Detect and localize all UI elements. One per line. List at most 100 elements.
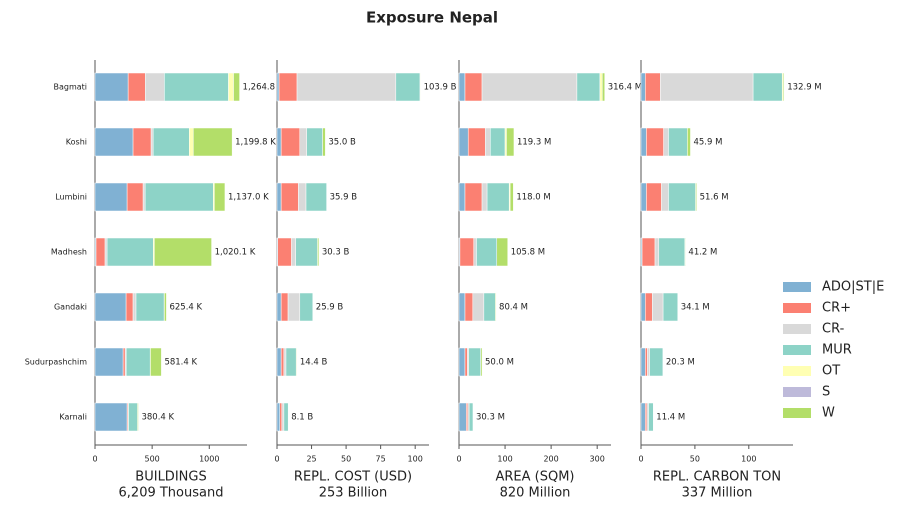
- total-label: 30.3 B: [322, 248, 350, 258]
- total-label: 50.0 M: [485, 358, 514, 368]
- bar-segment: [459, 237, 474, 267]
- legend-label: CR+: [822, 301, 851, 316]
- bar-segment: [283, 402, 289, 432]
- bar-segment: [646, 127, 664, 157]
- bar-segment: [142, 182, 146, 212]
- total-label: 105.8 M: [511, 248, 545, 258]
- bar-segment: [640, 347, 646, 377]
- bar-segment: [132, 127, 152, 157]
- bar-segment: [299, 127, 307, 157]
- bar-segment: [94, 182, 128, 212]
- category-label: Bagmati: [53, 83, 87, 92]
- total-label: 1,264.8 K: [243, 83, 284, 93]
- x-tick-label: 75: [376, 455, 386, 464]
- bar-segment: [233, 72, 240, 102]
- bar-segment: [490, 127, 506, 157]
- bar-segment: [649, 347, 664, 377]
- legend-swatch: [783, 282, 811, 292]
- bar-segment: [278, 72, 298, 102]
- bar-segment: [283, 347, 287, 377]
- bar-segment: [164, 72, 229, 102]
- bar-segment: [94, 402, 128, 432]
- x-axis-label: REPL. CARBON TON: [653, 470, 781, 485]
- bar-segment: [395, 72, 421, 102]
- bar-segment: [468, 347, 481, 377]
- bar-segment: [95, 237, 106, 267]
- x-tick-label: 25: [306, 455, 316, 464]
- bar-segment: [687, 127, 691, 157]
- bar-segment: [276, 292, 282, 322]
- x-tick-label: 50: [690, 455, 700, 464]
- bar-segment: [640, 402, 646, 432]
- bar-segment: [654, 237, 660, 267]
- total-label: 45.9 M: [693, 138, 722, 148]
- bar-segment: [145, 72, 165, 102]
- bar-segment: [106, 237, 154, 267]
- total-label: 35.9 B: [330, 193, 358, 203]
- bar-segment: [291, 237, 296, 267]
- total-label: 30.3 M: [476, 413, 505, 423]
- bar-segment: [645, 292, 653, 322]
- bar-segment: [295, 237, 318, 267]
- bar-segment: [648, 402, 654, 432]
- bar-segment: [94, 127, 134, 157]
- bar-segment: [193, 127, 233, 157]
- bar-segment: [296, 72, 397, 102]
- bar-segment: [137, 402, 139, 432]
- bar-segment: [464, 72, 483, 102]
- total-label: 8.1 B: [291, 413, 313, 423]
- bar-segment: [752, 72, 783, 102]
- bar-segment: [645, 72, 661, 102]
- total-label: 25.9 B: [316, 303, 344, 313]
- bar-segment: [458, 402, 467, 432]
- bar-segment: [144, 182, 214, 212]
- bar-segment: [150, 127, 154, 157]
- total-label: 1,020.1 K: [215, 248, 256, 258]
- x-axis-total: 820 Million: [500, 486, 571, 501]
- bar-segment: [481, 72, 578, 102]
- bar-segment: [281, 402, 285, 432]
- bar-segment: [599, 72, 603, 102]
- bar-segment: [285, 347, 297, 377]
- bar-segment: [464, 292, 474, 322]
- legend-swatch: [783, 387, 811, 397]
- bar-segment: [480, 347, 483, 377]
- bar-segment: [126, 182, 144, 212]
- bar-segment: [280, 292, 289, 322]
- bar-segment: [152, 127, 190, 157]
- bar-segment: [128, 402, 138, 432]
- total-label: 581.4 K: [164, 358, 197, 368]
- bar-segment: [287, 292, 301, 322]
- bar-segment: [305, 182, 327, 212]
- bar-segment: [684, 237, 686, 267]
- x-axis-label: AREA (SQM): [495, 470, 574, 485]
- total-label: 1,199.8 K: [235, 138, 276, 148]
- total-label: 132.9 M: [787, 83, 821, 93]
- bar-segment: [662, 292, 679, 322]
- x-axis-label: REPL. COST (USD): [294, 470, 412, 485]
- bar-segment: [306, 127, 323, 157]
- total-label: 35.0 B: [328, 138, 356, 148]
- bar-segment: [506, 127, 515, 157]
- bar-segment: [189, 127, 194, 157]
- bar-segment: [661, 182, 669, 212]
- chart-title: Exposure Nepal: [366, 9, 498, 27]
- bar-segment: [640, 127, 647, 157]
- category-label: Gandaki: [54, 303, 87, 312]
- bar-segment: [509, 182, 514, 212]
- category-label: Madhesh: [51, 248, 87, 257]
- x-tick-label: 0: [274, 455, 279, 464]
- bar-segment: [640, 182, 647, 212]
- x-tick-label: 100: [497, 455, 512, 464]
- bar-segment: [640, 72, 646, 102]
- bar-segment: [646, 182, 662, 212]
- x-tick-label: 0: [638, 455, 643, 464]
- bar-segment: [458, 347, 466, 377]
- bar-segment: [467, 127, 486, 157]
- bar-segment: [576, 72, 601, 102]
- bar-segment: [127, 72, 146, 102]
- bar-segment: [483, 292, 496, 322]
- total-label: 41.2 M: [688, 248, 717, 258]
- x-tick-label: 50: [341, 455, 351, 464]
- bar-segment: [214, 182, 226, 212]
